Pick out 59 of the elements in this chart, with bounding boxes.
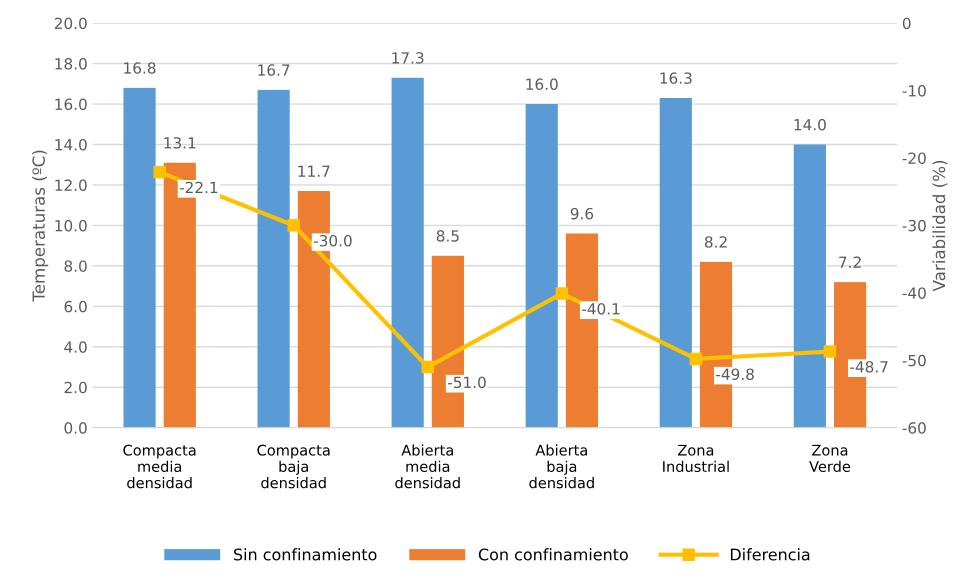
y2-tick-label: -20 [902, 152, 926, 164]
x-tick-label: Compacta baja densidad [257, 444, 330, 488]
data-label: 14.0 [794, 118, 826, 130]
x-tick-label: Zona Verde [809, 444, 850, 472]
bar [392, 78, 424, 428]
data-label: 16.3 [660, 72, 692, 84]
data-label: 13.1 [164, 137, 196, 149]
data-label: 17.3 [392, 52, 424, 64]
y-tick-label: 0.0 [64, 422, 87, 434]
y-tick-label: 6.0 [64, 300, 87, 312]
x-tick-label: Zona Industrial [663, 444, 729, 472]
point [153, 166, 166, 178]
data-label: 8.2 [704, 236, 727, 248]
bar [526, 104, 558, 428]
point [556, 287, 568, 300]
point [690, 352, 702, 366]
point [422, 360, 434, 374]
data-label: -49.8 [716, 368, 754, 380]
data-label: 11.7 [298, 166, 330, 177]
data-label: 16.0 [526, 78, 558, 90]
data-label: 16.7 [258, 64, 290, 76]
x-tick-label: Abierta baja densidad [529, 444, 594, 488]
y-tick-label: 2.0 [64, 382, 87, 394]
y-tick-label: 8.0 [64, 260, 87, 272]
legend-label: Sin confinamiento [234, 548, 376, 561]
bar [660, 98, 692, 428]
point [287, 219, 300, 232]
data-label: -48.7 [850, 361, 888, 373]
x-tick-label: Abierta media densidad [395, 444, 460, 488]
y-tick-label: 10.0 [55, 220, 87, 232]
y-tick-label: 14.0 [55, 138, 87, 151]
data-label: -22.1 [180, 182, 218, 194]
y-tick-label: 16.0 [55, 98, 87, 110]
y2-tick-label: -10 [902, 85, 926, 97]
bar [794, 144, 826, 428]
legend-label: Con confinamiento [478, 548, 628, 561]
data-label: 16.8 [124, 62, 156, 74]
legend-label: Diferencia [730, 548, 810, 561]
data-label: -51.0 [448, 376, 486, 388]
y2-tick-label: -30 [902, 220, 926, 232]
y-tick-label: 12.0 [55, 179, 87, 191]
y-tick-label: 20.0 [54, 18, 87, 30]
y2-tick-label: -60 [902, 422, 926, 434]
y2-tick-label: -40 [902, 287, 926, 299]
y2-tick-label: -50 [902, 354, 926, 366]
data-label: -30.0 [314, 234, 352, 247]
data-label: 8.5 [436, 230, 459, 242]
data-label: 9.6 [570, 208, 594, 220]
point [824, 345, 836, 358]
y-axis-title: Temperaturas (ºC) [32, 150, 48, 302]
bar [123, 88, 156, 428]
y2-axis-title: Variabilidad (%) [932, 160, 948, 292]
data-label: -40.1 [582, 303, 620, 315]
bar [258, 90, 290, 428]
y-tick-label: 18.0 [55, 58, 87, 70]
data-label: 7.2 [839, 256, 861, 268]
y-tick-label: 4.0 [64, 341, 87, 353]
y2-tick-label: 0 [902, 18, 911, 30]
x-tick-label: Compacta media densidad [123, 444, 196, 488]
